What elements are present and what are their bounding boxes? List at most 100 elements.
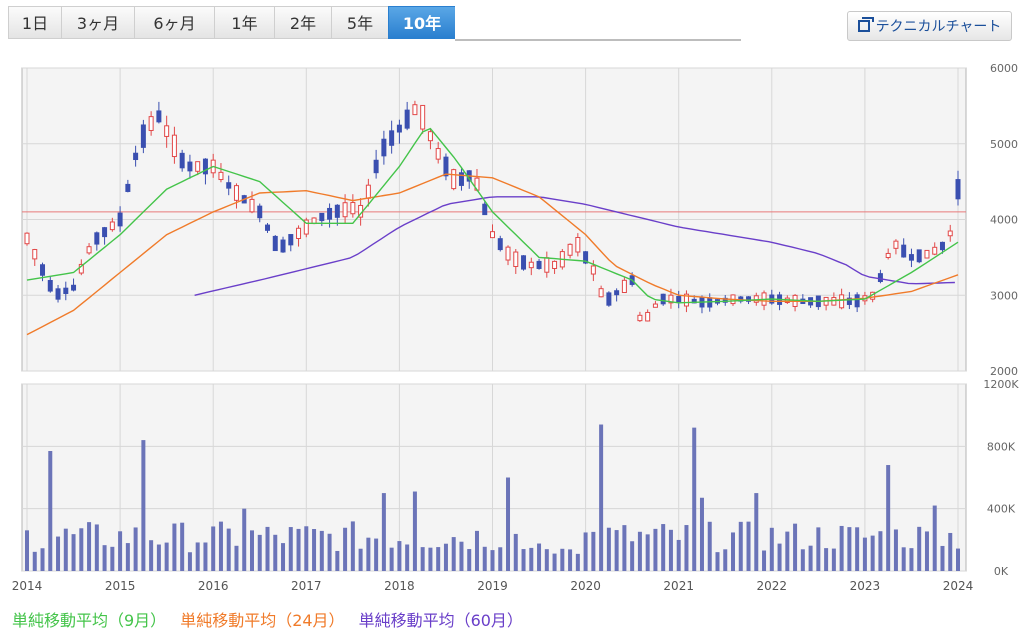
tab-underline [455, 39, 741, 41]
candle-body [427, 131, 433, 142]
candle-body [404, 109, 410, 129]
tab-5[interactable]: 5年 [331, 6, 388, 39]
volume-panel [21, 383, 967, 572]
legend-item-1: 単純移動平均（24月） [180, 611, 345, 630]
x-tick-label: 2016 [198, 579, 229, 593]
candle-body [94, 232, 100, 245]
candle-body [660, 293, 666, 305]
volume-bar [560, 548, 565, 571]
technical-chart-button[interactable]: テクニカルチャート [847, 11, 1012, 41]
candle-body [202, 158, 208, 175]
volume-bar [164, 542, 169, 571]
candle-body [583, 251, 589, 264]
volume-bar [195, 542, 200, 571]
volume-bar [343, 527, 348, 571]
candle-body [497, 238, 503, 251]
volume-bar [436, 547, 441, 571]
volume-bar [731, 532, 736, 571]
x-tick-label: 2022 [757, 579, 788, 593]
volume-tick-label: 1200K [983, 378, 1019, 391]
volume-bar [319, 530, 324, 571]
volume-bar [909, 548, 914, 571]
volume-bar [56, 536, 61, 571]
candle-body [187, 161, 193, 172]
volume-bar [226, 528, 231, 571]
volume-bar [118, 531, 123, 571]
volume-bar [754, 493, 759, 571]
tab-3[interactable]: 1年 [214, 6, 274, 39]
candle-body [621, 279, 627, 294]
volume-bar [451, 537, 456, 571]
volume-bar [358, 548, 363, 571]
volume-bar [816, 527, 821, 571]
legend: 単純移動平均（9月） 単純移動平均（24月） 単純移動平均（60月） [12, 607, 523, 631]
x-tick-label: 2018 [384, 579, 415, 593]
x-tick-label: 2024 [943, 579, 974, 593]
candle-body [521, 255, 527, 270]
volume-bar [684, 525, 689, 571]
candle-body [24, 232, 30, 245]
volume-bar [606, 527, 611, 571]
x-tick-label: 2021 [663, 579, 694, 593]
volume-bar [591, 531, 596, 571]
technical-chart-label: テクニカルチャート [875, 19, 1002, 35]
ma9-line [26, 127, 959, 304]
volume-bar [622, 525, 627, 571]
candle-body [645, 311, 651, 322]
candle-body [420, 104, 426, 130]
candle-body [846, 297, 852, 305]
volume-bar [405, 544, 410, 571]
candle-body [505, 246, 511, 261]
volume-bar [901, 547, 906, 571]
candle-body [854, 294, 860, 308]
volume-bar [824, 548, 829, 571]
volume-bar [242, 508, 247, 571]
volume-bar [568, 549, 573, 571]
volume-bar [692, 427, 697, 571]
price-tick-label: 6000 [990, 62, 1018, 75]
volume-bar [785, 531, 790, 571]
x-tick-label: 2023 [850, 579, 881, 593]
volume-bar [125, 543, 130, 571]
volume-bar [87, 522, 92, 571]
candle-body [102, 227, 108, 238]
candle-body [877, 273, 883, 283]
candle-body [652, 303, 658, 308]
candle-body [63, 287, 69, 294]
volume-bar [102, 545, 107, 571]
volume-bar [149, 540, 154, 571]
candle-body [233, 185, 239, 201]
volume-bar [273, 534, 278, 571]
candle-body [55, 288, 61, 300]
tab-1[interactable]: 3ヶ月 [61, 6, 134, 39]
volume-bar [847, 527, 852, 571]
candle-body [916, 249, 922, 263]
candle-body [365, 184, 371, 199]
tab-0[interactable]: 1日 [8, 6, 61, 39]
tab-4[interactable]: 2年 [274, 6, 331, 39]
volume-bar [699, 497, 704, 571]
tab-6[interactable]: 10年 [388, 6, 455, 39]
candle-body [955, 179, 961, 200]
candle-body [637, 314, 643, 322]
volume-bar [482, 546, 487, 571]
candle-body [47, 280, 53, 292]
candle-body [389, 130, 395, 146]
volume-bar [637, 531, 642, 571]
volume-bar [420, 547, 425, 571]
volume-bar [141, 440, 146, 571]
tab-2[interactable]: 6ヶ月 [134, 6, 214, 39]
candle-body [148, 116, 154, 131]
candle-body [164, 125, 170, 137]
x-tick-label: 2020 [570, 579, 601, 593]
volume-bar [800, 549, 805, 571]
volume-bar [630, 541, 635, 571]
volume-bar [917, 526, 922, 571]
volume-bar [94, 524, 99, 571]
volume-bar [855, 527, 860, 571]
volume-bar [234, 545, 239, 571]
volume-bar [529, 547, 534, 571]
volume-bar [474, 530, 479, 571]
candle-body [746, 296, 752, 302]
volume-bar [312, 529, 317, 571]
